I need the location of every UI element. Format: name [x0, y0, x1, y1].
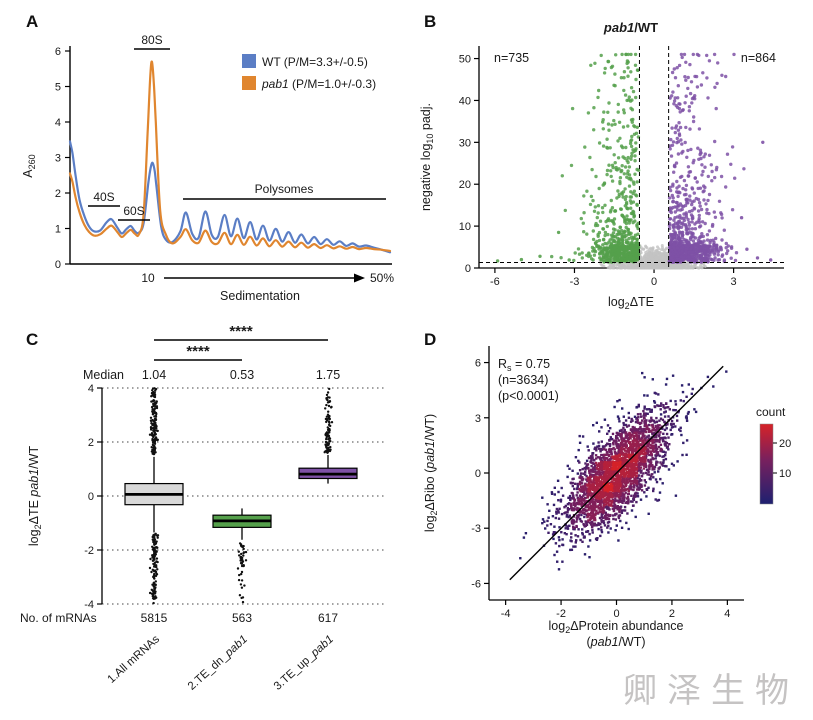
a-x-axis-label: Sedimentation [220, 289, 300, 303]
c-plot-area: -4 -2 0 2 4 [84, 383, 386, 611]
c-median-value-2: 0.53 [230, 368, 254, 382]
svg-text:2: 2 [88, 437, 94, 449]
svg-text:-3: -3 [570, 276, 580, 288]
panel-label-a: A [26, 12, 39, 31]
d-colorbar-label: count [756, 405, 786, 419]
svg-text:0: 0 [465, 263, 471, 275]
panel-label-d: D [424, 330, 437, 349]
svg-text:-2: -2 [84, 545, 94, 557]
svg-text:4: 4 [88, 383, 94, 395]
c-sig-stars-1-2: **** [186, 343, 210, 360]
svg-text:-2: -2 [556, 608, 566, 620]
svg-text:1: 1 [55, 224, 61, 236]
svg-text:4: 4 [55, 117, 61, 129]
b-x-axis-label: log2ΔTE [608, 295, 654, 311]
peak-label-40s: 40S [93, 190, 114, 204]
svg-text:-4: -4 [84, 599, 94, 611]
d-stat-p: (p<0.0001) [498, 389, 559, 403]
c-counts-label: No. of mRNAs [20, 611, 97, 625]
svg-text:-3: -3 [471, 523, 481, 535]
d-stat-correlation: Rs = 0.75 [498, 357, 550, 373]
a-plot-area: 0 1 2 3 4 5 6 [55, 46, 392, 271]
svg-text:-6: -6 [490, 276, 500, 288]
svg-text:6: 6 [475, 358, 481, 370]
c-median-value-1: 1.04 [142, 368, 166, 382]
d-x-axis-label-line1: log2ΔProtein abundance [549, 619, 684, 635]
c-category-label-3: 3.TE_up_pab1 [272, 633, 336, 692]
svg-text:2: 2 [669, 608, 675, 620]
d-colorbar-tick-10: 10 [779, 468, 791, 480]
a-x-end-label: 50% [370, 271, 394, 285]
c-category-label-2: 2.TE_dn_pab1 [186, 633, 250, 692]
sedimentation-arrowhead [354, 273, 365, 283]
b-n-down-label: n=735 [494, 51, 529, 65]
peak-label-60s: 60S [123, 204, 144, 218]
watermark: 卿泽生物 [623, 671, 799, 711]
svg-text:20: 20 [459, 179, 471, 191]
b-n-up-label: n=864 [741, 51, 776, 65]
c-category-label-1: 1.All mRNAs [106, 633, 163, 686]
panel-label-c: C [26, 330, 39, 349]
panel-label-b: B [424, 12, 437, 31]
c-median-label: Median [83, 368, 124, 382]
svg-text:3: 3 [731, 276, 737, 288]
b-title: pab1/WT [603, 20, 658, 35]
c-y-axis-label: log2ΔTE pab1/WT [27, 446, 43, 547]
svg-text:50: 50 [459, 54, 471, 66]
svg-text:0: 0 [55, 259, 61, 271]
c-count-value-2: 563 [232, 611, 252, 625]
svg-text:4: 4 [724, 608, 730, 620]
c-median-value-3: 1.75 [316, 368, 340, 382]
d-y-axis-label: log2ΔRibo (pab1/WT) [423, 414, 439, 532]
svg-text:-6: -6 [471, 578, 481, 590]
c-sig-stars-1-3: **** [229, 323, 253, 340]
a-y-axis-label: A260 [21, 154, 37, 177]
svg-text:3: 3 [475, 413, 481, 425]
d-colorbar [759, 423, 774, 505]
panel-a-polysome-profile: 0 1 2 3 4 5 6 A260 40S 60S 80S Polysomes WT (P… [21, 33, 394, 303]
svg-text:6: 6 [55, 46, 61, 58]
svg-text:40: 40 [459, 95, 471, 107]
svg-text:0: 0 [88, 491, 94, 503]
svg-text:3: 3 [55, 153, 61, 165]
d-colorbar-tick-20: 20 [779, 438, 791, 450]
b-y-axis-label: negative log10 padj. [419, 103, 435, 211]
svg-text:-4: -4 [501, 608, 511, 620]
svg-text:10: 10 [459, 221, 471, 233]
d-plot-area: -4 -2 0 2 4 -6 -3 0 3 6 [471, 346, 744, 620]
d-x-axis-label-line2: (pab1/WT) [586, 635, 645, 649]
svg-text:5: 5 [55, 82, 61, 94]
legend-wt-swatch [242, 54, 256, 68]
svg-text:30: 30 [459, 137, 471, 149]
svg-text:0: 0 [475, 468, 481, 480]
svg-text:2: 2 [55, 188, 61, 200]
d-stat-n: (n=3634) [498, 373, 548, 387]
legend-pab1-swatch [242, 76, 256, 90]
legend-pab1-label: pab1 (P/M=1.0+/-0.3) [261, 77, 376, 91]
polysomes-label: Polysomes [255, 182, 314, 196]
legend-wt-label: WT (P/M=3.3+/-0.5) [262, 55, 368, 69]
a-x-start-label: 10 [141, 271, 155, 285]
c-count-value-3: 617 [318, 611, 338, 625]
c-count-value-1: 5815 [141, 611, 168, 625]
panel-d-density-scatter: -4 -2 0 2 4 -6 -3 0 3 6 Rs = 0.75 (n=3634) (p<0.0… [423, 346, 791, 649]
peak-label-80s: 80S [141, 33, 162, 47]
svg-text:0: 0 [651, 276, 657, 288]
svg-text:0: 0 [613, 608, 619, 620]
